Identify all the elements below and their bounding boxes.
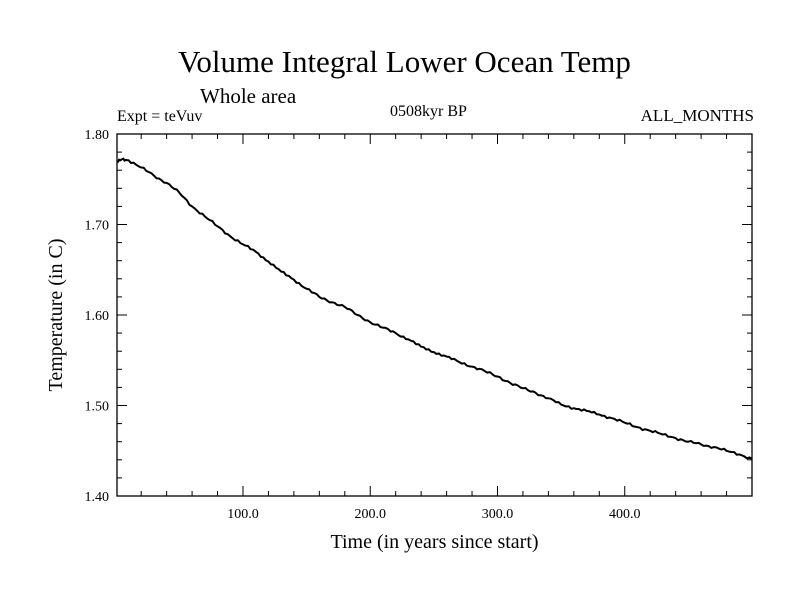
chart-title: Volume Integral Lower Ocean Temp bbox=[178, 44, 631, 79]
plot-area bbox=[116, 133, 753, 497]
x-tick-label: 400.0 bbox=[609, 507, 641, 522]
months-label: ALL_MONTHS bbox=[640, 106, 754, 125]
x-tick-label: 300.0 bbox=[482, 507, 514, 522]
tick-labels: 100.0 200.0 300.0 400.0 1.40 1.50 1.60 1.70 1.80 bbox=[85, 128, 641, 522]
y-tick-label: 1.80 bbox=[85, 128, 110, 143]
y-tick-label: 1.60 bbox=[85, 309, 110, 324]
series-line bbox=[116, 157, 753, 460]
experiment-label: Expt = teVuv bbox=[117, 108, 203, 125]
y-tick-label: 1.50 bbox=[85, 400, 110, 415]
axis-ticks bbox=[117, 134, 752, 496]
chart-subtitle: Whole area bbox=[200, 84, 297, 108]
x-axis-label: Time (in years since start) bbox=[330, 531, 538, 553]
y-tick-label: 1.40 bbox=[85, 490, 110, 505]
x-tick-label: 100.0 bbox=[227, 507, 259, 522]
y-axis-label: Temperature (in C) bbox=[45, 239, 67, 392]
y-tick-label: 1.70 bbox=[85, 219, 110, 234]
x-tick-label: 200.0 bbox=[354, 507, 386, 522]
period-label: 0508kyr BP bbox=[390, 103, 467, 120]
